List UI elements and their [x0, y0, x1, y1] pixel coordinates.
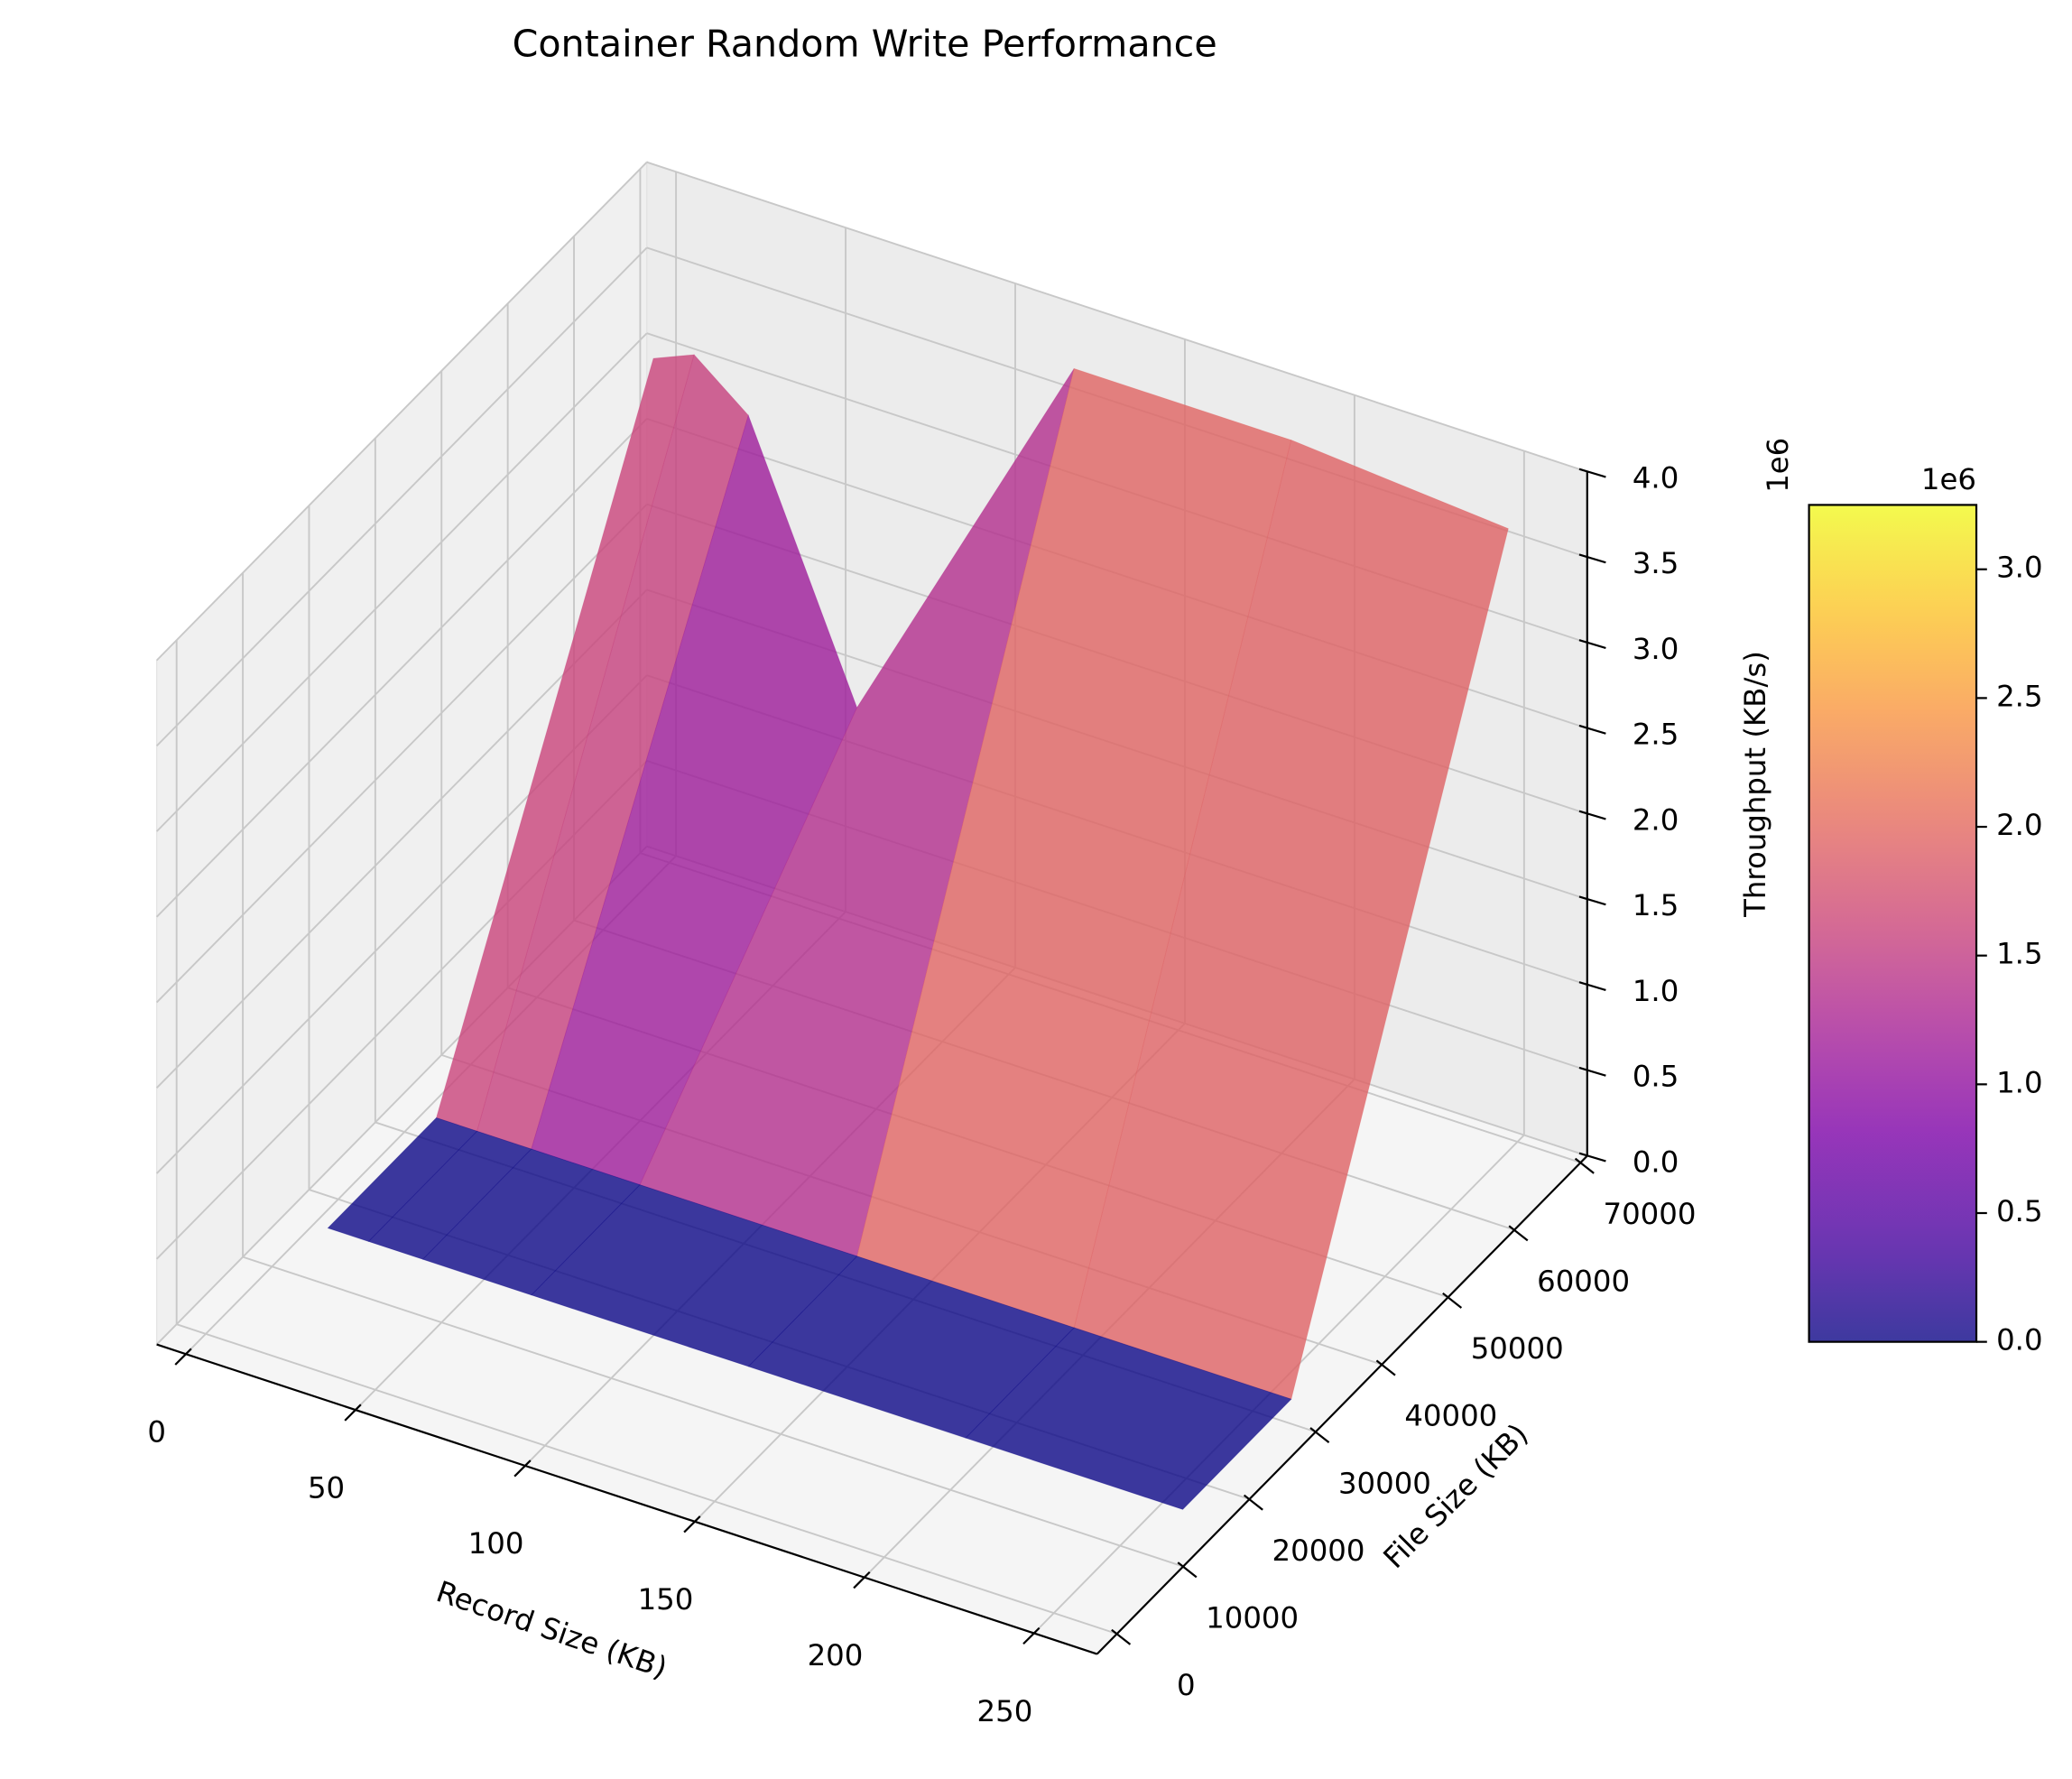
- x-tick: [174, 1348, 192, 1366]
- x-tick-label: 150: [638, 1582, 694, 1617]
- x-axis-line: [156, 1343, 1098, 1655]
- grid-line: [155, 246, 648, 747]
- colorbar-tick-label: 1.0: [1996, 1065, 2042, 1099]
- y-tick-label: 0: [1177, 1668, 1196, 1702]
- axes: 0 50 100 150 200 250 0 10000 20000 30000 40000 5000…: [147, 460, 1696, 1728]
- grid-line: [155, 332, 648, 832]
- y-tick-label: 20000: [1272, 1533, 1365, 1568]
- z-tick: [1578, 810, 1606, 820]
- y-tick: [1309, 1427, 1330, 1444]
- x-tick: [344, 1404, 362, 1422]
- z-tick-label: 0.5: [1633, 1060, 1679, 1094]
- y-axis-line: [1096, 1154, 1588, 1655]
- y-tick-label: 10000: [1206, 1600, 1299, 1635]
- z-tick: [1578, 468, 1606, 478]
- y-tick-label: 30000: [1338, 1466, 1431, 1500]
- y-tick: [1375, 1359, 1396, 1376]
- y-tick: [1243, 1494, 1263, 1511]
- colorbar-offset-label: 1e6: [1921, 462, 1976, 496]
- x-tick: [853, 1571, 871, 1589]
- x-tick-label: 0: [147, 1415, 166, 1450]
- chart-title: Container Random Write Performance: [513, 23, 1217, 66]
- x-tick: [683, 1515, 701, 1533]
- surface: [327, 354, 1509, 1510]
- grid-line: [155, 418, 648, 918]
- surface-facet: [965, 1327, 1292, 1510]
- y-tick-label: 70000: [1604, 1197, 1697, 1231]
- x-tick: [1022, 1626, 1041, 1645]
- colorbar-tick-label: 2.5: [1996, 679, 2042, 713]
- z-tick-label: 0.0: [1633, 1144, 1679, 1179]
- grid-line: [176, 1323, 1118, 1635]
- colorbar: [1808, 504, 1978, 1343]
- z-tick: [1578, 1066, 1606, 1077]
- y-tick-label: 60000: [1537, 1265, 1630, 1299]
- z-tick: [1578, 895, 1606, 906]
- z-tick: [1578, 1152, 1606, 1163]
- grid-line: [155, 504, 648, 1004]
- x-tick-label: 50: [308, 1470, 345, 1505]
- z-tick-label: 3.0: [1633, 632, 1679, 666]
- y-tick-label: 40000: [1404, 1399, 1497, 1433]
- grid-line: [155, 162, 648, 662]
- colorbar-tick-label: 0.5: [1996, 1194, 2042, 1228]
- z-tick-label: 2.5: [1633, 718, 1679, 752]
- x-tick-label: 100: [468, 1526, 524, 1561]
- x-tick-label: 200: [808, 1638, 864, 1672]
- y-tick: [1574, 1157, 1595, 1174]
- z-tick-label: 3.5: [1633, 546, 1679, 580]
- z-tick: [1578, 981, 1606, 992]
- x-tick: [513, 1459, 532, 1478]
- z-tick-label: 2.0: [1633, 802, 1679, 837]
- y-tick: [1111, 1628, 1132, 1645]
- colorbar-tick-label: 1.5: [1996, 937, 2042, 971]
- z-tick-label: 1.0: [1633, 974, 1679, 1008]
- z-tick: [1578, 639, 1606, 650]
- z-tick: [1578, 724, 1606, 735]
- x-axis-label: Record Size (KB): [432, 1574, 671, 1685]
- y-tick: [1177, 1561, 1198, 1579]
- colorbar-tick-label: 0.0: [1996, 1323, 2042, 1357]
- colorbar-tick-label: 3.0: [1996, 551, 2042, 585]
- grid-line: [646, 161, 1588, 473]
- z-axis-label: Throughput (KB/s): [1738, 651, 1772, 918]
- y-tick: [1442, 1292, 1463, 1309]
- y-tick-label: 50000: [1471, 1331, 1564, 1366]
- z-tick: [1578, 553, 1606, 564]
- z-tick-label: 1.5: [1633, 888, 1679, 922]
- colorbar-tick-label: 2.0: [1996, 808, 2042, 842]
- grid-line: [242, 1255, 1184, 1568]
- z-offset-label: 1e6: [1761, 438, 1795, 493]
- z-tick-label: 4.0: [1633, 460, 1679, 495]
- x-tick-label: 250: [977, 1694, 1033, 1728]
- y-tick: [1508, 1225, 1529, 1242]
